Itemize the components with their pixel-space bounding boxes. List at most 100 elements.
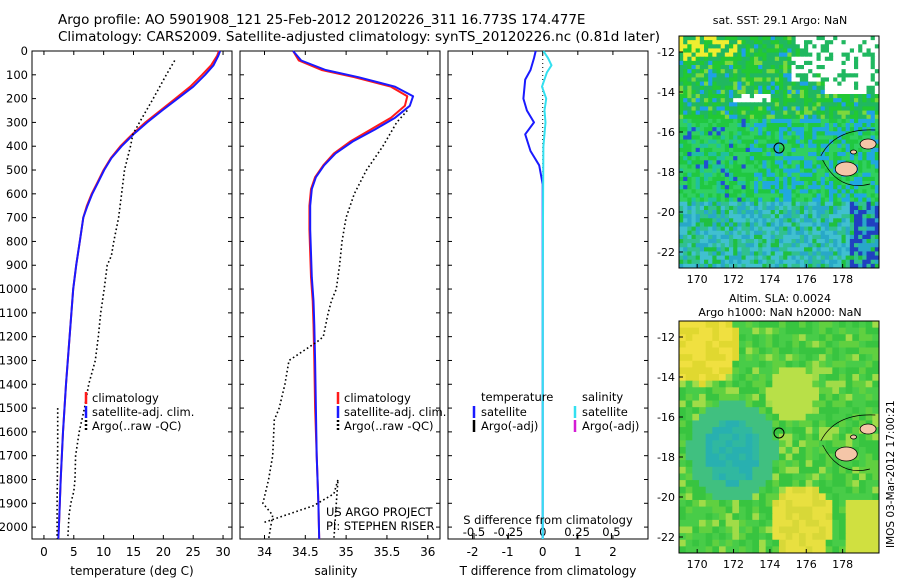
heatmap-cell — [705, 400, 713, 408]
heatmap-cell — [704, 77, 709, 83]
heatmap-cell — [872, 493, 879, 501]
heatmap-cell — [766, 189, 772, 195]
heatmap-cell — [785, 533, 793, 541]
heatmap-cell — [862, 40, 868, 45]
heatmap-cell — [816, 127, 822, 132]
heatmap-cell — [787, 189, 793, 195]
heatmap-cell — [679, 259, 684, 265]
difference-axes-frame — [447, 50, 649, 540]
heatmap-cell — [704, 73, 709, 79]
heatmap-cell — [739, 387, 747, 395]
heatmap-cell — [762, 77, 768, 83]
heatmap-cell — [739, 493, 747, 501]
heatmap-cell — [785, 480, 793, 488]
heatmap-cell — [759, 526, 767, 534]
heatmap-cell — [791, 106, 797, 112]
heatmap-cell — [812, 263, 818, 268]
heatmap-cell — [770, 218, 776, 224]
heatmap-cell — [720, 118, 726, 124]
heatmap-cell — [733, 94, 738, 99]
heatmap-cell — [725, 499, 733, 508]
heatmap-cell — [808, 234, 813, 240]
heatmap-cell — [804, 44, 809, 50]
heatmap-cell — [799, 106, 805, 112]
heatmap-cell — [719, 420, 727, 428]
heatmap-cell — [737, 214, 743, 219]
heatmap-cell — [766, 243, 772, 248]
heatmap-cell — [812, 446, 820, 455]
heatmap-cell — [787, 210, 793, 215]
heatmap-cell — [754, 85, 759, 91]
heatmap-cell — [841, 60, 847, 66]
heatmap-cell — [812, 413, 820, 422]
heatmap-cell — [858, 193, 863, 199]
heatmap-cell — [854, 259, 859, 265]
heatmap-cell — [866, 106, 872, 112]
heatmap-cell — [833, 102, 838, 108]
heatmap-cell — [866, 131, 872, 137]
t-difference-xlabel: T difference from climatology — [459, 564, 637, 578]
heatmap-cell — [866, 85, 872, 91]
heatmap-cell — [833, 139, 838, 145]
heatmap-cell — [820, 218, 826, 224]
heatmap-cell — [852, 354, 860, 362]
island-shape — [850, 149, 857, 155]
heatmap-cell — [687, 243, 693, 248]
heatmap-cell — [804, 176, 809, 182]
heatmap-cell — [870, 176, 876, 182]
heatmap-cell — [725, 334, 733, 342]
heatmap-cell — [845, 327, 853, 335]
heatmap-cell — [839, 413, 847, 422]
heatmap-cell — [870, 40, 876, 45]
heatmap-cell — [799, 354, 807, 362]
heatmap-cell — [791, 243, 797, 248]
heatmap-cell — [708, 106, 713, 112]
heatmap-cell — [754, 251, 759, 257]
heatmap-cell — [808, 230, 813, 236]
heatmap-cell — [858, 131, 863, 137]
heatmap-cell — [824, 94, 830, 99]
heatmap-cell — [820, 60, 826, 66]
heatmap-cell — [691, 56, 697, 62]
heatmap-cell — [758, 218, 763, 224]
heatmap-cell — [816, 106, 822, 112]
heatmap-cell — [799, 193, 805, 199]
heatmap-cell — [749, 222, 755, 228]
heatmap-cell — [704, 222, 709, 228]
heatmap-cell — [720, 131, 726, 137]
heatmap-cell — [859, 480, 867, 488]
heatmap-cell — [745, 147, 751, 153]
heatmap-cell — [833, 94, 838, 99]
heatmap-cell — [849, 65, 855, 70]
heatmap-cell — [741, 73, 747, 79]
heatmap-cell — [729, 73, 734, 79]
heatmap-cell — [679, 102, 684, 108]
heatmap-cell — [708, 89, 713, 95]
heatmap-cell — [859, 354, 867, 362]
heatmap-cell — [849, 69, 855, 74]
heatmap-cell — [774, 255, 780, 261]
heatmap-cell — [762, 185, 768, 190]
heatmap-cell — [774, 222, 780, 228]
heatmap-cell — [752, 493, 760, 501]
heatmap-cell — [832, 380, 840, 388]
heatmap-cell — [758, 189, 763, 195]
heatmap-cell — [741, 197, 747, 203]
heatmap-cell — [687, 181, 693, 186]
heatmap-cell — [824, 222, 830, 228]
heatmap-cell — [858, 77, 863, 83]
heatmap-cell — [858, 118, 863, 124]
lat-tick-label: -20 — [657, 206, 675, 219]
heatmap-cell — [732, 460, 740, 468]
heatmap-cell — [804, 81, 809, 87]
heatmap-cell — [833, 147, 838, 153]
heatmap-cell — [805, 420, 813, 428]
heatmap-cell — [770, 65, 776, 70]
heatmap-cell — [732, 526, 740, 534]
heatmap-cell — [725, 433, 733, 441]
heatmap-cell — [808, 114, 813, 120]
heatmap-cell — [766, 56, 772, 62]
heatmap-cell — [745, 123, 751, 128]
heatmap-cell — [759, 433, 767, 441]
series-line-argo-raw-qc — [56, 408, 59, 539]
